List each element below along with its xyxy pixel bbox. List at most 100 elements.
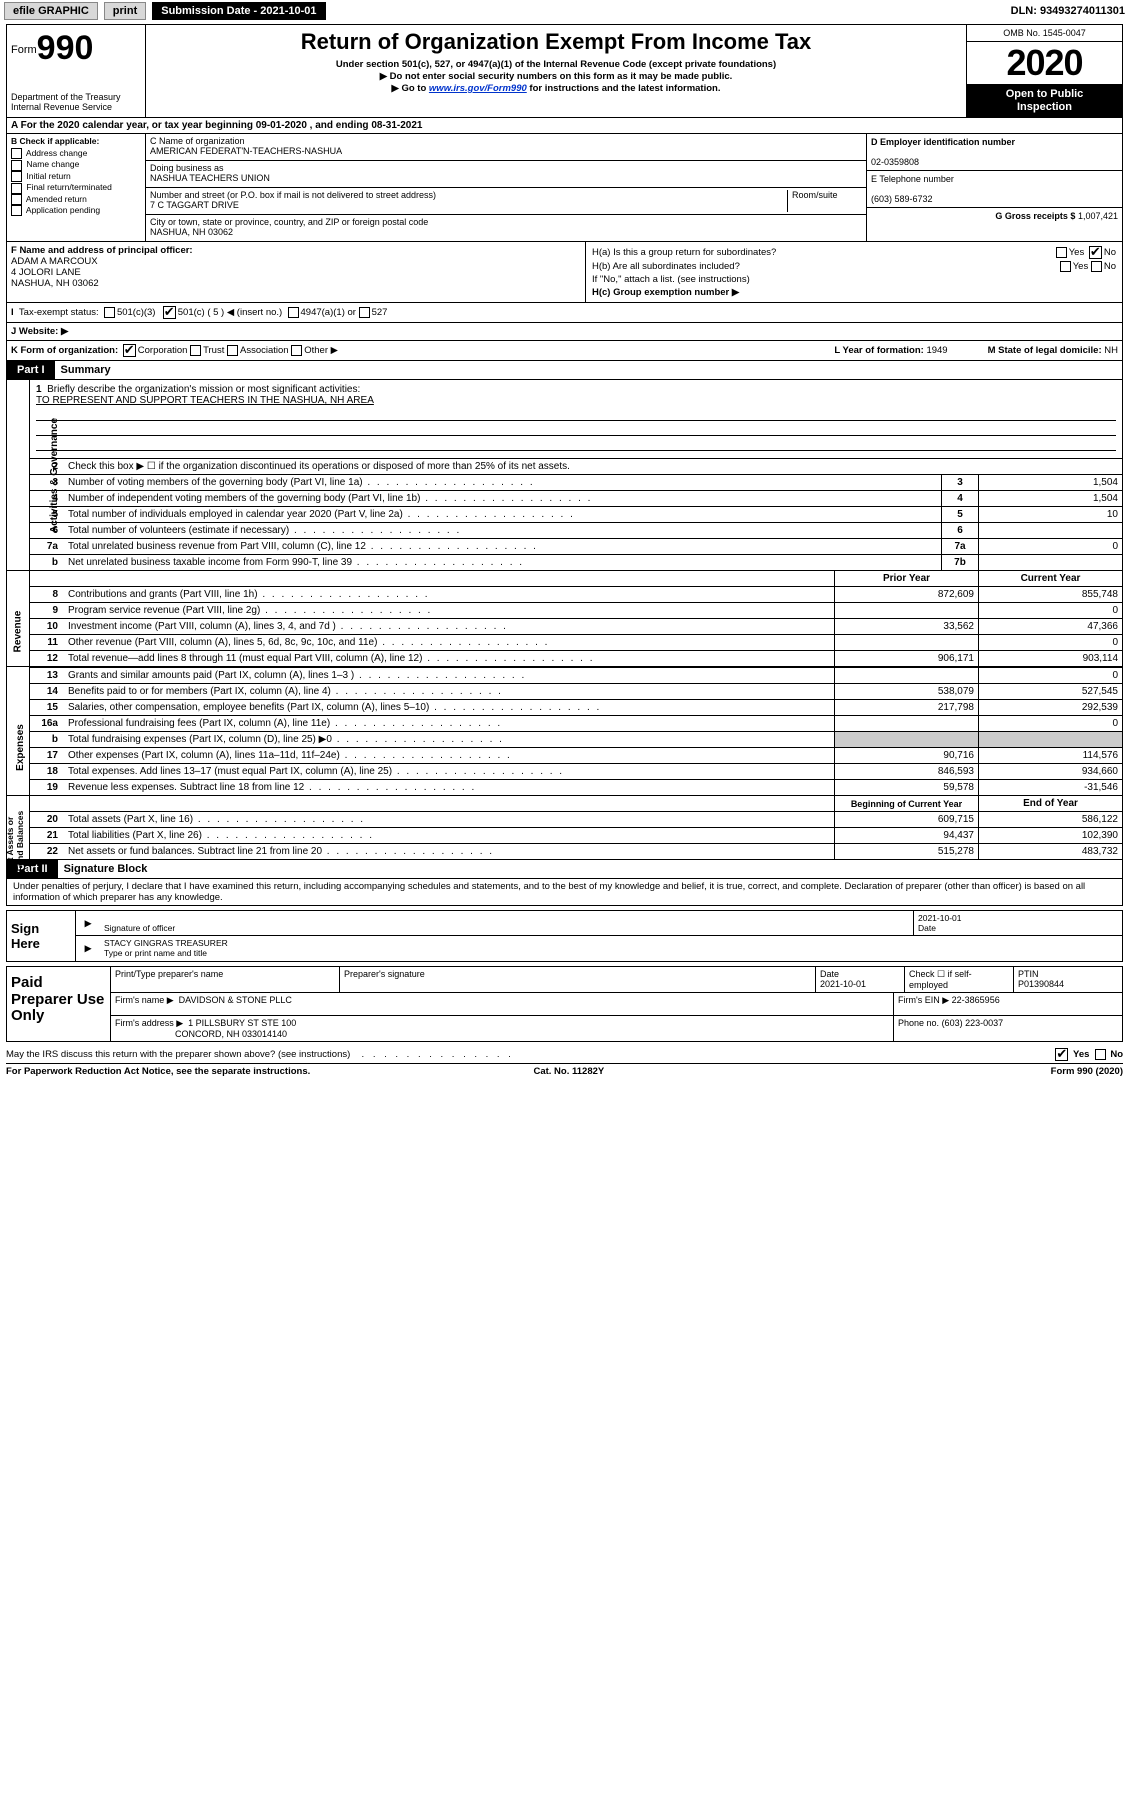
checkbox-icon[interactable] <box>11 205 22 216</box>
k-assoc: Association <box>240 345 289 356</box>
form-title: Return of Organization Exempt From Incom… <box>150 29 962 55</box>
checkbox-icon[interactable] <box>227 345 238 356</box>
checkbox-checked-icon[interactable] <box>1055 1048 1068 1061</box>
chk-final: Final return/terminated <box>26 182 112 192</box>
checkbox-icon[interactable] <box>1095 1049 1106 1060</box>
summary-na: Net Assets or Fund Balances Beginning of… <box>7 796 1122 860</box>
subtitle-3: Go to www.irs.gov/Form990 for instructio… <box>150 83 962 94</box>
header-left: Form990 Department of the Treasury Inter… <box>7 25 146 117</box>
checkbox-icon[interactable] <box>1056 247 1067 258</box>
dba-label: Doing business as <box>150 163 224 173</box>
checkbox-icon[interactable] <box>104 307 115 318</box>
org-name-label: C Name of organization <box>150 136 245 146</box>
form-number: Form990 <box>11 29 141 68</box>
exp-lines: 13Grants and similar amounts paid (Part … <box>30 667 1122 795</box>
checkbox-icon[interactable] <box>1060 261 1071 272</box>
status-501c: 501(c) ( 5 ) ◀ (insert no.) <box>178 307 282 318</box>
sub3-post: for instructions and the latest informat… <box>527 83 721 94</box>
ein-row: D Employer identification number 02-0359… <box>867 134 1122 171</box>
arrow-icon: ▶ <box>76 936 100 960</box>
summary-rev: Revenue Prior YearCurrent Year 8Contribu… <box>7 571 1122 667</box>
ag-table: 2Check this box ▶ ☐ if the organization … <box>30 458 1122 570</box>
table-row: 4Number of independent voting members of… <box>30 491 1122 507</box>
table-row: bTotal fundraising expenses (Part IX, co… <box>30 732 1122 748</box>
bottom-footer: For Paperwork Reduction Act Notice, see … <box>0 1064 1129 1079</box>
part2-title: Signature Block <box>58 860 154 878</box>
part1-title: Summary <box>55 361 117 379</box>
checkbox-icon[interactable] <box>11 194 22 205</box>
discuss-yes: Yes <box>1073 1049 1089 1060</box>
table-row: 18Total expenses. Add lines 13–17 (must … <box>30 764 1122 780</box>
tax-year: 2020 <box>967 42 1122 85</box>
cy-header: Current Year <box>979 571 1123 587</box>
vtab-na-label: Net Assets or Fund Balances <box>5 811 25 871</box>
officer-name: ADAM A MARCOUX <box>11 256 98 267</box>
phone-label: E Telephone number <box>871 174 954 184</box>
vtab-exp: Expenses <box>7 667 30 795</box>
exp-table: 13Grants and similar amounts paid (Part … <box>30 667 1122 795</box>
table-row: 15Salaries, other compensation, employee… <box>30 700 1122 716</box>
officer-label: F Name and address of principal officer: <box>11 245 193 256</box>
city-label: City or town, state or province, country… <box>150 217 428 227</box>
ptin-value: P01390844 <box>1018 979 1064 989</box>
prep-sig-label: Preparer's signature <box>340 967 816 992</box>
paid-fields: Print/Type preparer's name Preparer's si… <box>111 967 1122 1041</box>
na-table: Beginning of Current YearEnd of Year 20T… <box>30 796 1122 859</box>
checkbox-checked-icon[interactable] <box>123 344 136 357</box>
dln-label: DLN: 93493274011301 <box>1011 5 1125 17</box>
table-row: bNet unrelated business taxable income f… <box>30 555 1122 571</box>
room-label: Room/suite <box>788 190 862 212</box>
part2-header: Part II Signature Block <box>7 860 1122 879</box>
checkbox-icon[interactable] <box>291 345 302 356</box>
firm-ein-value: 22-3865956 <box>952 995 1000 1005</box>
py-header: Prior Year <box>835 571 979 587</box>
part1-badge: Part I <box>7 361 55 379</box>
sig-date-value: 2021-10-01 <box>918 913 961 923</box>
vtab-na: Net Assets or Fund Balances <box>7 796 30 859</box>
table-row: 13Grants and similar amounts paid (Part … <box>30 668 1122 684</box>
status-label: Tax-exempt status: <box>19 307 99 318</box>
discuss-label: May the IRS discuss this return with the… <box>6 1049 350 1060</box>
table-row: 21Total liabilities (Part X, line 26)94,… <box>30 828 1122 844</box>
table-row: 22Net assets or fund balances. Subtract … <box>30 844 1122 860</box>
status-501c3: 501(c)(3) <box>117 307 156 318</box>
checkbox-icon[interactable] <box>190 345 201 356</box>
table-row: 17Other expenses (Part IX, column (A), l… <box>30 748 1122 764</box>
k-corp: Corporation <box>138 345 188 356</box>
table-row: 5Total number of individuals employed in… <box>30 507 1122 523</box>
hb-note: If "No," attach a list. (see instruction… <box>590 273 1118 286</box>
sign-here-label: Sign Here <box>7 911 76 961</box>
table-row: 10Investment income (Part VIII, column (… <box>30 619 1122 635</box>
checkbox-icon[interactable] <box>11 148 22 159</box>
form-990-number: 990 <box>37 29 94 67</box>
sig-name-label: Type or print name and title <box>104 948 207 958</box>
entity-block: B Check if applicable: Address change Na… <box>7 134 1122 242</box>
vtab-rev-label: Revenue <box>12 611 23 653</box>
irs-link[interactable]: www.irs.gov/Form990 <box>429 83 527 94</box>
checkbox-checked-icon[interactable] <box>1089 246 1102 259</box>
chk-name: Name change <box>26 159 79 169</box>
l-label: L Year of formation: <box>834 345 923 356</box>
checkbox-icon[interactable] <box>288 307 299 318</box>
checkbox-icon[interactable] <box>11 160 22 171</box>
gross-row: G Gross receipts $ 1,007,421 <box>867 208 1122 224</box>
dba-row: Doing business as NASHUA TEACHERS UNION <box>146 161 866 188</box>
sig-label: Signature of officer <box>104 923 175 933</box>
checkbox-icon[interactable] <box>359 307 370 318</box>
checkbox-icon[interactable] <box>11 183 22 194</box>
street-row: Number and street (or P.O. box if mail i… <box>146 188 866 215</box>
table-row: 7aTotal unrelated business revenue from … <box>30 539 1122 555</box>
chk-initial: Initial return <box>26 171 70 181</box>
ha-no: No <box>1104 247 1116 258</box>
officer-addr1: 4 JOLORI LANE <box>11 267 81 278</box>
dba-value: NASHUA TEACHERS UNION <box>150 173 270 183</box>
status-4947: 4947(a)(1) or <box>301 307 356 318</box>
print-button[interactable]: print <box>104 2 146 20</box>
table-row: 14Benefits paid to or for members (Part … <box>30 684 1122 700</box>
checkbox-icon[interactable] <box>11 171 22 182</box>
paid-preparer-block: Paid Preparer Use Only Print/Type prepar… <box>6 966 1123 1042</box>
checkbox-checked-icon[interactable] <box>163 306 176 319</box>
omb-number: OMB No. 1545-0047 <box>967 25 1122 42</box>
checkbox-icon[interactable] <box>1091 261 1102 272</box>
row-k-l-m: K Form of organization: Corporation Trus… <box>7 341 1122 361</box>
